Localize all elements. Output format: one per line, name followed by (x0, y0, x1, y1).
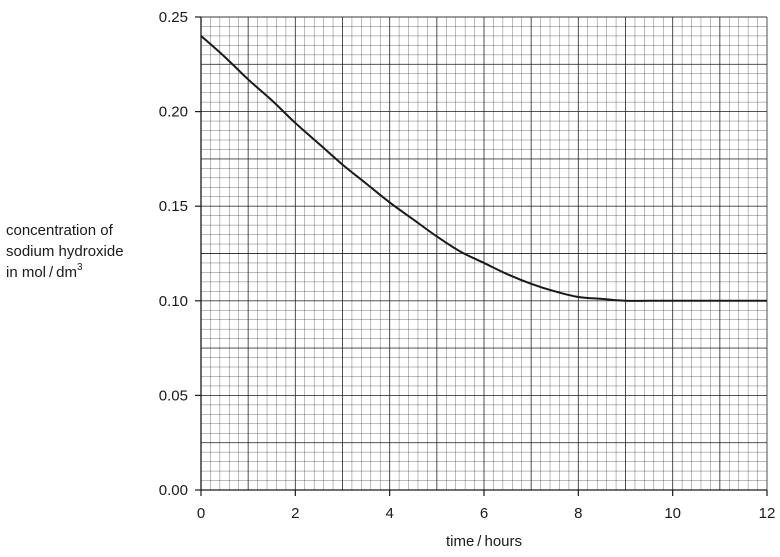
y-axis-label-line-3-text: in mol / dm (6, 264, 78, 281)
x-tick-label: 10 (664, 505, 681, 522)
x-tick-label: 6 (480, 505, 488, 522)
y-tick-label: 0.00 (159, 482, 188, 499)
series-line (200, 35, 767, 302)
x-tick-label: 0 (197, 505, 205, 522)
y-axis-label-line-2: sodium hydroxide (6, 243, 124, 260)
x-ticks: 0 2 4 6 8 10 12 (197, 490, 776, 522)
x-tick-label: 12 (759, 505, 776, 522)
y-axis-label-line-1: concentration of (6, 222, 113, 239)
y-axis-label-superscript: 3 (77, 262, 83, 273)
y-tick-label: 0.20 (159, 104, 188, 121)
y-tick-label: 0.25 (159, 9, 188, 26)
grid (200, 16, 768, 491)
x-tick-label: 4 (385, 505, 393, 522)
y-ticks: 0.00 0.05 0.10 0.15 0.20 0.25 (159, 9, 201, 499)
y-tick-label: 0.05 (159, 387, 188, 404)
y-tick-label: 0.15 (159, 198, 188, 215)
y-axis-label-line-3: in mol / dm3 (6, 262, 124, 283)
x-tick-label: 8 (574, 505, 582, 522)
x-axis-label: time / hours (446, 533, 522, 550)
x-tick-label: 2 (291, 505, 299, 522)
y-axis-label: concentration of sodium hydroxide in mol… (6, 220, 124, 283)
y-tick-label: 0.10 (159, 293, 188, 310)
